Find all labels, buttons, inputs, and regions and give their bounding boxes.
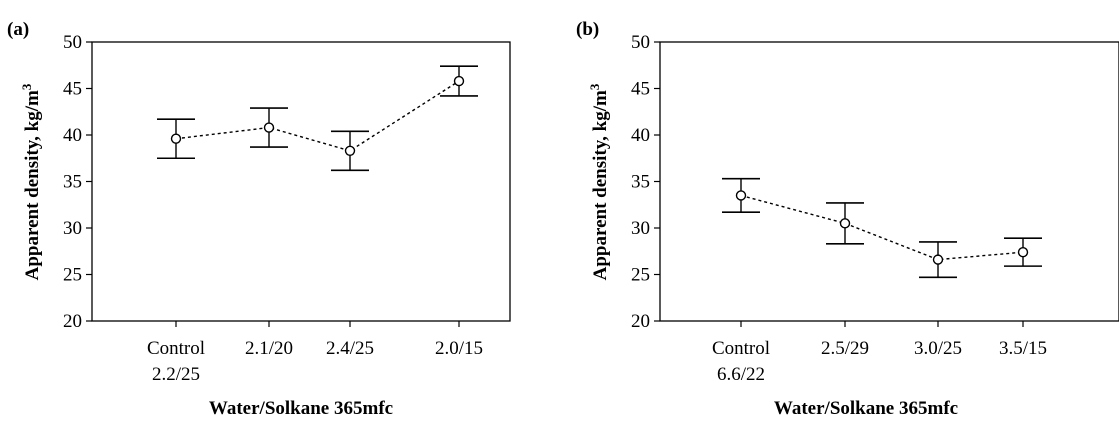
y-tick-label: 30 bbox=[631, 218, 650, 239]
y-tick-label: 45 bbox=[631, 79, 650, 100]
y-tick-label: 40 bbox=[631, 125, 650, 146]
x-tick-label: 3.5/15 bbox=[999, 338, 1047, 359]
x-tick-label: 2.5/29 bbox=[821, 338, 869, 359]
panel-label: (b) bbox=[576, 19, 599, 40]
x-axis: Control 6.6/22 2.5/29 3.0/25 3.5/15 bbox=[712, 321, 1047, 385]
y-tick-label: 35 bbox=[631, 172, 650, 193]
y-axis: 20 25 30 35 40 45 50 bbox=[631, 32, 660, 332]
data-point bbox=[170, 133, 182, 144]
x-axis-title: Water/Solkane 365mfc bbox=[209, 398, 393, 419]
y-tick-label: 20 bbox=[63, 311, 82, 332]
x-tick-label: Control 2.2/25 bbox=[147, 338, 205, 385]
x-axis-title: Water/Solkane 365mfc bbox=[774, 398, 958, 419]
x-tick-label-line: 2.0/15 bbox=[435, 338, 483, 359]
x-tick-label-line: 2.5/29 bbox=[821, 338, 869, 359]
data-series bbox=[722, 177, 1042, 279]
x-tick-label-line: 3.0/25 bbox=[914, 338, 962, 359]
y-tick-label: 30 bbox=[63, 218, 82, 239]
x-tick-label-line: 2.4/25 bbox=[326, 338, 374, 359]
y-axis-title: Apparent density, kg/m3 bbox=[587, 83, 611, 280]
y-axis: 20 25 30 35 40 45 50 bbox=[63, 32, 92, 332]
plot-frame bbox=[91, 41, 511, 322]
y-tick-label: 50 bbox=[631, 32, 650, 53]
y-tick-label: 45 bbox=[63, 79, 82, 100]
x-tick-label: 2.0/15 bbox=[435, 338, 483, 359]
x-tick-label-line: Control bbox=[712, 338, 770, 359]
y-axis-title-superscript: 3 bbox=[587, 83, 602, 90]
y-tick-label: 20 bbox=[631, 311, 650, 332]
x-tick-label-line: Control bbox=[147, 338, 205, 359]
data-point bbox=[1017, 246, 1029, 258]
x-tick-label: Control 6.6/22 bbox=[712, 338, 770, 385]
x-tick-label-line: 3.5/15 bbox=[999, 338, 1047, 359]
x-tick-label-line: 2.2/25 bbox=[152, 364, 200, 385]
panel-label: (a) bbox=[7, 19, 29, 40]
y-tick-label: 40 bbox=[63, 125, 82, 146]
x-tick-label-line: 2.1/20 bbox=[245, 338, 293, 359]
data-point bbox=[932, 254, 944, 265]
data-point bbox=[344, 145, 356, 157]
x-tick-label: 2.4/25 bbox=[326, 338, 374, 359]
plot-frame bbox=[659, 41, 1119, 322]
data-point bbox=[263, 122, 275, 133]
x-tick-label-line: 6.6/22 bbox=[717, 364, 765, 385]
y-tick-label: 25 bbox=[63, 265, 82, 286]
panel-b: (b) Water/Solkane 365mfc Apparent densit… bbox=[576, 19, 1119, 419]
data-point bbox=[735, 190, 747, 201]
y-axis-title-main: Apparent density, kg/m bbox=[22, 90, 43, 280]
data-series bbox=[157, 65, 478, 172]
x-tick-label: 2.1/20 bbox=[245, 338, 293, 359]
x-axis: Control 2.2/25 2.1/20 2.4/25 2.0/15 bbox=[147, 321, 483, 385]
x-tick-label: 3.0/25 bbox=[914, 338, 962, 359]
data-point bbox=[839, 218, 851, 229]
series-line bbox=[175, 80, 460, 152]
y-axis-title: Apparent density, kg/m3 bbox=[19, 83, 43, 280]
panel-a: (a) Water/Solkane 365mfc Apparent densit… bbox=[7, 19, 511, 419]
y-axis-title-superscript: 3 bbox=[19, 83, 34, 90]
series-line bbox=[740, 194, 1024, 261]
y-axis-title-main: Apparent density, kg/m bbox=[590, 90, 611, 280]
y-tick-label: 50 bbox=[63, 32, 82, 53]
y-tick-label: 25 bbox=[631, 265, 650, 286]
y-tick-label: 35 bbox=[63, 172, 82, 193]
data-point bbox=[453, 75, 465, 87]
